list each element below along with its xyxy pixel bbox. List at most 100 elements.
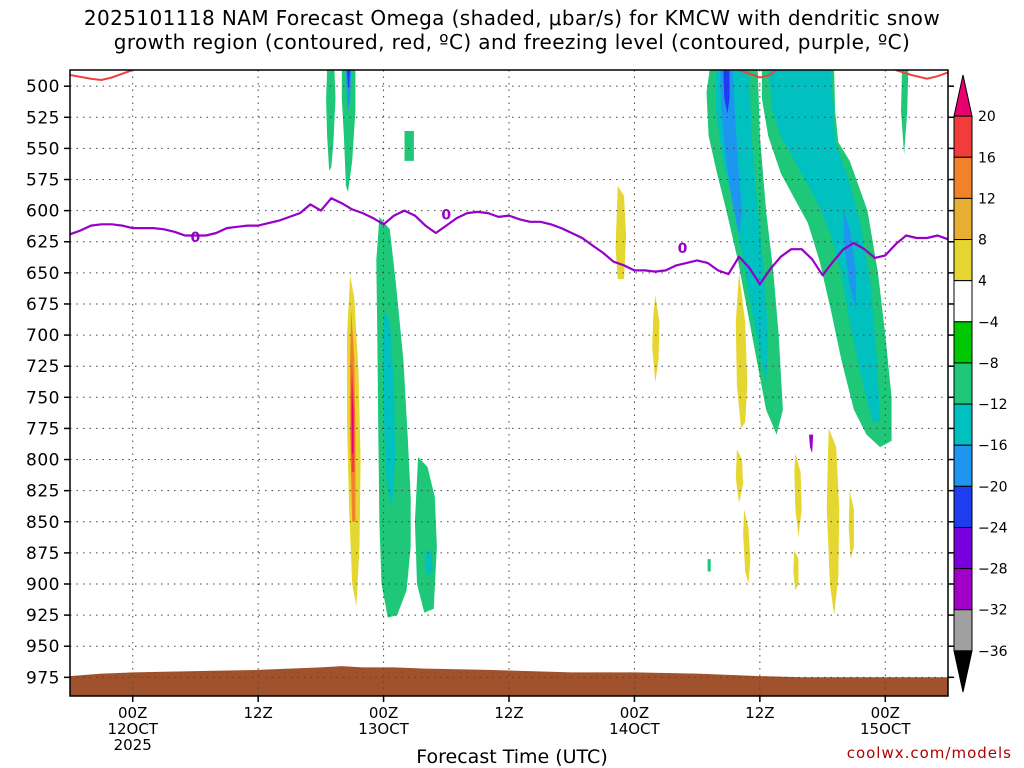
colorbar-label-5: −4 (978, 315, 999, 331)
y-tick-label-550: 550 (26, 139, 60, 159)
y-tick-label-950: 950 (26, 637, 60, 657)
omega-cell-7 (414, 457, 437, 613)
omega-cell-14 (652, 295, 660, 383)
y-tick-label-800: 800 (26, 451, 60, 471)
x-tick-label-6-line3: 2025 (114, 736, 152, 754)
y-tick-label-900: 900 (26, 575, 60, 595)
y-tick-label-650: 650 (26, 264, 60, 284)
x-tick-label-6-line1: 00Z (118, 704, 147, 722)
dgz-contour-0 (70, 70, 134, 82)
colorbar-swatch-11 (953, 526, 973, 570)
colorbar-swatch-5 (953, 280, 973, 323)
y-tick-label-850: 850 (26, 513, 60, 533)
y-tick-label-925: 925 (26, 606, 60, 626)
colorbar-label-10: −24 (978, 520, 1008, 536)
omega-cell-19 (793, 550, 799, 591)
omega-cell-21 (848, 490, 854, 560)
omega-cell-8 (425, 549, 433, 576)
omega-cells (326, 70, 909, 618)
x-tick-label-6-line2: 12OCT (107, 720, 158, 738)
colorbar-label-9: −20 (978, 479, 1008, 495)
x-tick-label-54-line1: 00Z (620, 704, 649, 722)
dgz-contour-2 (895, 70, 948, 80)
dgz-contours (70, 70, 948, 82)
colorbar-swatch-6 (953, 321, 973, 364)
grid-layer (70, 70, 948, 696)
y-tick-label-975: 975 (26, 668, 60, 688)
omega-cell-23 (707, 559, 711, 572)
omega-cell-20 (826, 428, 840, 616)
source-credit: coolwx.com/models (846, 744, 1012, 762)
colorbar-label-11: −28 (978, 562, 1008, 578)
y-tick-label-625: 625 (26, 233, 60, 253)
colorbar-swatch-8 (953, 403, 973, 446)
y-tick-label-775: 775 (26, 419, 60, 439)
omega-cell-6 (382, 310, 396, 510)
colorbar-swatch-4 (953, 239, 973, 282)
chart-title: 2025101118 NAM Forecast Omega (shaded, μ… (0, 6, 1024, 54)
colorbar-label-2: 12 (978, 191, 996, 207)
omega-shading-layer (70, 70, 948, 696)
y-tick-label-725: 725 (26, 357, 60, 377)
omega-cell-0 (326, 70, 336, 171)
y-tick-label-825: 825 (26, 482, 60, 502)
y-tick-label-525: 525 (26, 108, 60, 128)
freezing-level-label-1: 0 (441, 207, 451, 223)
colorbar-label-4: 4 (978, 274, 987, 290)
y-tick-label-500: 500 (26, 77, 60, 97)
x-tick-label-42-line1: 12Z (494, 704, 523, 722)
colorbar-label-6: −8 (978, 356, 999, 372)
colorbar-label-1: 16 (978, 150, 996, 166)
y-tick-label-600: 600 (26, 202, 60, 222)
omega-cell-12 (351, 378, 354, 454)
x-tick-label-78-line1: 00Z (871, 704, 900, 722)
y-tick-label-700: 700 (26, 326, 60, 346)
omega-cell-22 (809, 434, 814, 454)
colorbar-label-7: −12 (978, 397, 1008, 413)
freezing-level-label-0: 0 (191, 230, 201, 246)
omega-cell-18 (794, 453, 802, 537)
omega-cell-30 (843, 210, 856, 311)
omega-cell-26 (720, 70, 743, 236)
x-tick-label-18-line1: 12Z (243, 704, 272, 722)
freezing-level-line (69, 197, 949, 286)
colorbar-cap-bottom (953, 650, 973, 693)
x-tick-label-54-line2: 14OCT (609, 720, 660, 738)
colorbar-cap-top (953, 74, 973, 117)
colorbar-swatch-13 (953, 609, 973, 652)
colorbar-swatch-7 (953, 362, 973, 405)
omega-cell-16 (743, 509, 751, 584)
omega-colorbar: 20 16 12 8 4 −4 −8 −12 −16 −20 −24 −28 −32 −36 (953, 74, 1008, 693)
colorbar-label-3: 8 (978, 233, 987, 249)
x-tick-label-66-line1: 12Z (745, 704, 774, 722)
y-tick-label-675: 675 (26, 295, 60, 315)
omega-cell-17 (735, 449, 744, 504)
omega-cell-3 (347, 70, 351, 89)
omega-cell-31 (901, 70, 909, 155)
y-tick-label-575: 575 (26, 171, 60, 191)
colorbar-label-12: −32 (978, 603, 1008, 619)
y-tick-label-875: 875 (26, 544, 60, 564)
omega-cell-2 (345, 70, 352, 112)
dgz-contour-1 (738, 70, 777, 79)
colorbar-swatch-10 (953, 485, 973, 528)
colorbar-label-0: 20 (978, 109, 996, 125)
colorbar-swatch-3 (953, 197, 973, 241)
colorbar-label-13: −36 (978, 644, 1008, 660)
x-tick-label-78-line2: 15OCT (860, 720, 911, 738)
x-tick-label-30-line2: 13OCT (358, 720, 409, 738)
title-line-2: growth region (contoured, red, ºC) and f… (113, 30, 911, 54)
omega-cell-15 (735, 272, 748, 429)
omega-cell-27 (723, 70, 730, 114)
title-line-1: 2025101118 NAM Forecast Omega (shaded, μ… (83, 6, 941, 30)
omega-cell-13 (615, 185, 627, 280)
colorbar-label-8: −16 (978, 438, 1008, 454)
colorbar-swatch-9 (953, 444, 973, 487)
omega-cell-1 (341, 70, 356, 192)
colorbar-swatch-1 (953, 115, 973, 158)
omega-cell-4 (404, 131, 414, 161)
omega-cell-29 (768, 70, 881, 423)
freezing-level-label-2: 0 (678, 241, 688, 257)
colorbar-swatch-12 (953, 568, 973, 611)
